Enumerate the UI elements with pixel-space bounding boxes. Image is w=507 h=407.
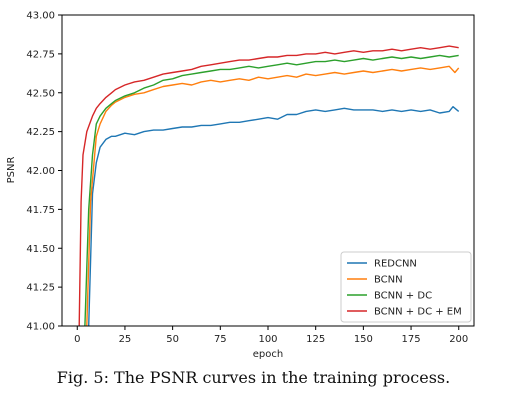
y-tick-label: 41.50: [26, 244, 55, 255]
legend-entry: BCNN + DC: [374, 291, 432, 302]
series-line-4: [78, 45, 459, 326]
y-axis-label: PSNR: [6, 157, 17, 184]
legend-entry: BCNN + DC + EM: [374, 307, 462, 318]
series-line-3: [84, 54, 459, 326]
x-tick-label: 75: [214, 334, 227, 345]
series-line-1: [88, 105, 460, 326]
x-axis-label: epoch: [253, 349, 283, 360]
figure-caption: Fig. 5: The PSNR curves in the training …: [56, 368, 451, 387]
y-axis-ticks: 41.00 41.25 41.50 41.75 42.00 42.25 42.50 42.75…: [26, 11, 62, 333]
series-line-2: [86, 65, 460, 326]
y-tick-label: 43.00: [26, 11, 55, 22]
legend-entry: REDCNN: [374, 259, 417, 270]
plot-lines: [78, 45, 460, 326]
x-tick-label: 125: [306, 334, 325, 345]
y-tick-label: 41.00: [26, 322, 55, 333]
legend-box: [340, 251, 472, 323]
x-tick-label: 50: [166, 334, 179, 345]
x-tick-label: 150: [354, 334, 373, 345]
y-tick-label: 42.75: [26, 49, 55, 60]
x-tick-label: 0: [74, 334, 80, 345]
x-axis-ticks: 0 25 50 75 100 125 150 175 200: [74, 326, 468, 345]
x-tick-label: 100: [258, 334, 277, 345]
x-tick-label: 175: [402, 334, 421, 345]
y-tick-label: 41.25: [26, 283, 55, 294]
psnr-line-chart: 0 25 50 75 100 125 150 175 200 41.0041.2541.5041…: [6, 11, 475, 360]
y-tick-label: 42.00: [26, 166, 55, 177]
x-tick-label: 200: [449, 334, 468, 345]
x-tick-label: 25: [119, 334, 132, 345]
y-tick-label: 42.50: [26, 88, 55, 99]
y-tick-label: 41.75: [26, 205, 55, 216]
y-tick-label: 42.25: [26, 127, 55, 138]
legend: REDCNN BCNN BCNN + DC BCNN + DC + EM: [340, 251, 472, 323]
legend-entry: BCNN: [374, 275, 403, 286]
